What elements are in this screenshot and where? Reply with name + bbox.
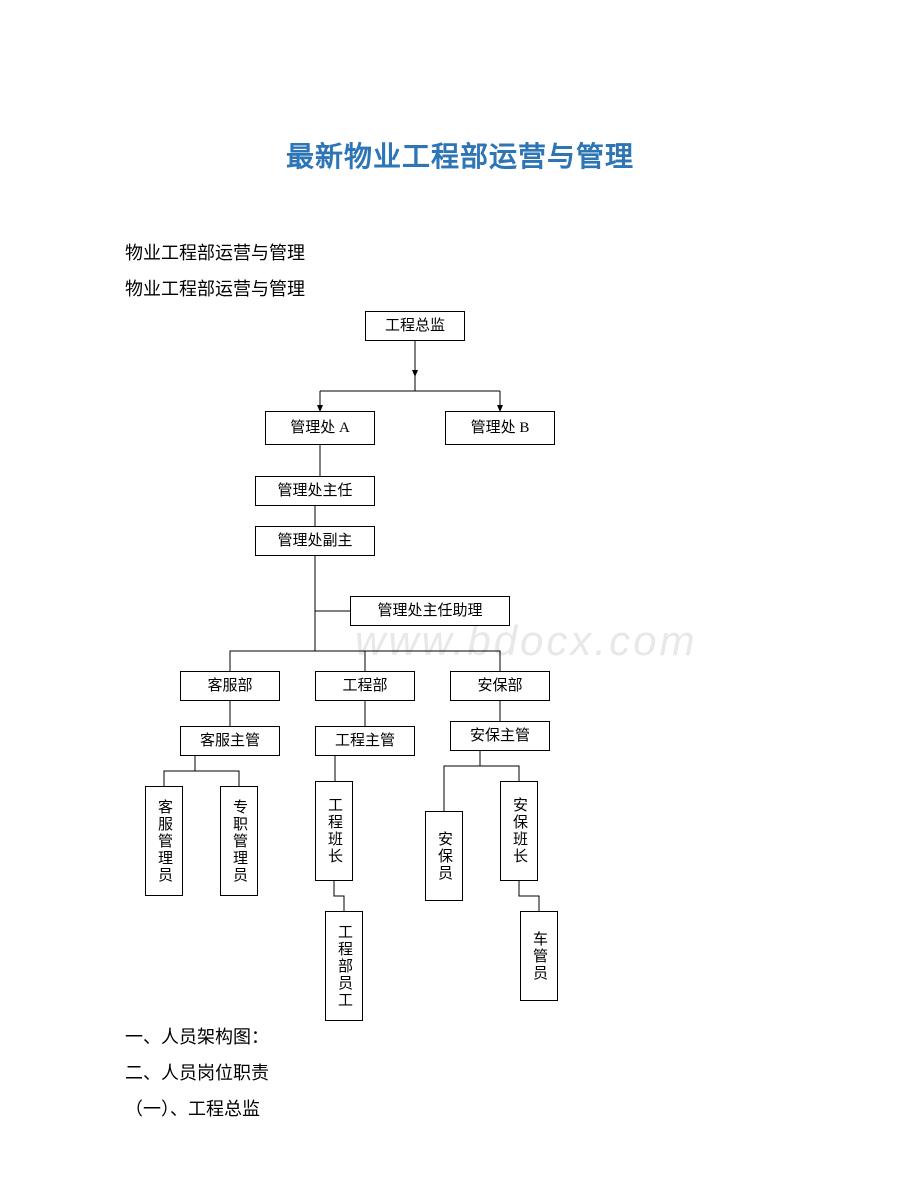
org-node: 安保员 [425,811,463,901]
org-node: 安保部 [450,671,550,701]
org-node: 客服部 [180,671,280,701]
org-node: 客服管理员 [145,786,183,896]
org-node: 安保班长 [500,781,538,881]
intro-line-1: 物业工程部运营与管理 [125,235,920,271]
org-node: 工程部 [315,671,415,701]
org-node: 管理处主任 [255,476,375,506]
org-node: 管理处 B [445,411,555,445]
page-title: 最新物业工程部运营与管理 [0,0,920,175]
org-node: 车管员 [520,911,558,1001]
footer-line-3: （一）、工程总监 [125,1091,920,1127]
org-node: 专职管理员 [220,786,258,896]
org-node: 管理处 A [265,411,375,445]
org-node: 安保主管 [450,721,550,751]
org-node: 工程总监 [365,311,465,341]
org-node: 管理处主任助理 [350,596,510,626]
footer-line-1: 一、人员架构图： [125,1019,920,1055]
org-node: 工程主管 [315,726,415,756]
footer-line-2: 二、人员岗位职责 [125,1055,920,1091]
org-node: 工程部员工 [325,911,363,1021]
org-node: 工程班长 [315,781,353,881]
org-node: 客服主管 [180,726,280,756]
org-node: 管理处副主 [255,526,375,556]
org-chart: www.bdocx.com 工程总监管理处 A管理处 B管理处主任管理处副主管理… [125,311,795,1011]
intro-line-2: 物业工程部运营与管理 [125,271,920,307]
